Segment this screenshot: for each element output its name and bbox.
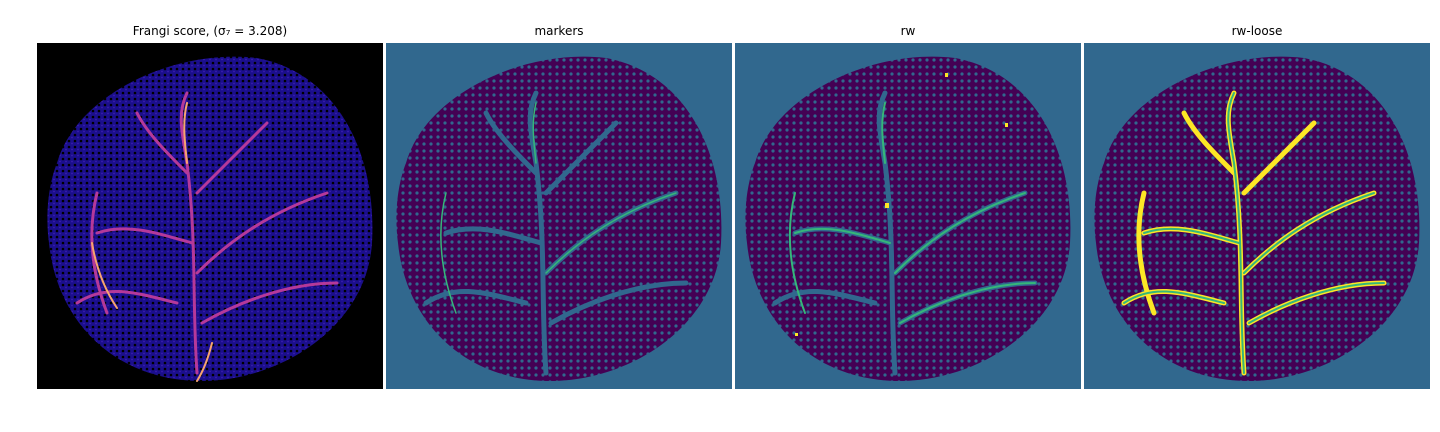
panel-title-rw-loose: rw-loose: [1231, 24, 1283, 38]
panel-title-rw: rw: [900, 24, 916, 38]
rw-loose-image: [1084, 43, 1430, 389]
rw-image: [735, 43, 1081, 389]
rw-loose-image-panel: [1084, 43, 1430, 389]
markers-image: [386, 43, 732, 389]
frangi-image-panel: [37, 43, 383, 389]
rw-image-panel: [735, 43, 1081, 389]
panel-title-frangi: Frangi score, (σ₇ = 3.208): [132, 24, 288, 38]
markers-image-panel: [386, 43, 732, 389]
frangi-image: [37, 43, 383, 389]
panel-title-markers: markers: [534, 24, 584, 38]
